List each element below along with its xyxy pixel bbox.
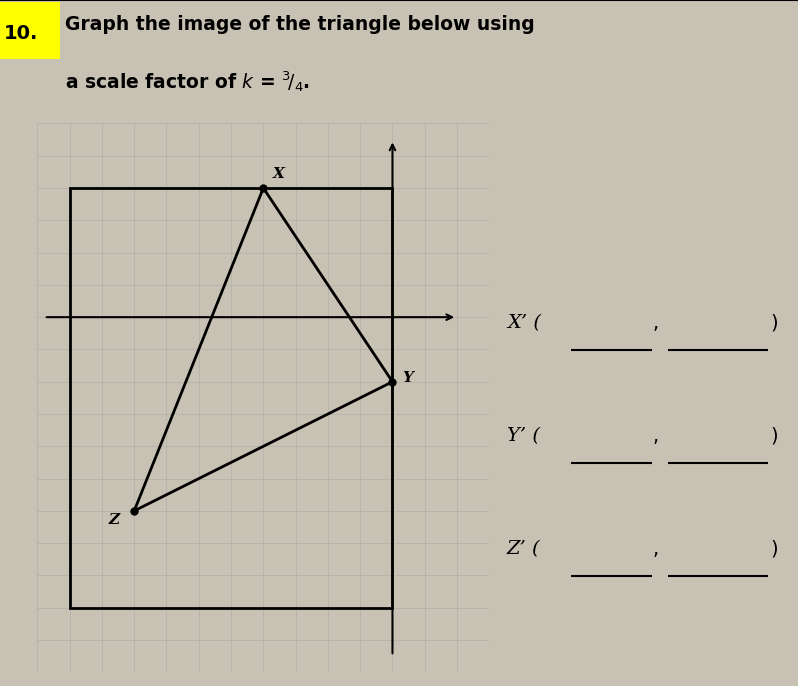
Text: Graph the image of the triangle below using: Graph the image of the triangle below us… [65, 15, 535, 34]
Text: X: X [273, 167, 285, 181]
Text: ,: , [653, 314, 658, 333]
Text: X’ (: X’ ( [507, 314, 541, 332]
Text: Y’ (: Y’ ( [507, 427, 540, 445]
Text: 10.: 10. [4, 24, 38, 43]
Text: ): ) [771, 540, 778, 559]
Text: ,: , [653, 540, 658, 559]
Bar [0, 3, 60, 59]
Text: ): ) [771, 427, 778, 446]
Text: ,: , [653, 427, 658, 446]
Text: Z’ (: Z’ ( [507, 541, 540, 558]
Bar [69, 188, 393, 608]
Text: Z: Z [109, 512, 120, 527]
Text: ): ) [771, 314, 778, 333]
Text: Y: Y [402, 370, 413, 385]
Text: a scale factor of $k$ = $^3\!/_4$.: a scale factor of $k$ = $^3\!/_4$. [65, 69, 310, 94]
